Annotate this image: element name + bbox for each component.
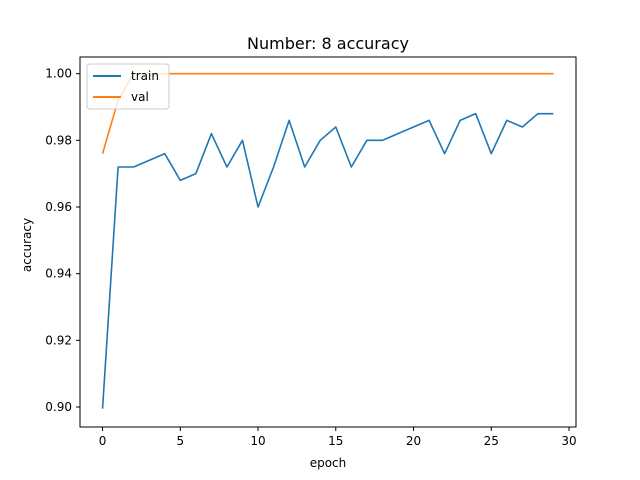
series-line-val [101, 72, 554, 154]
data-point-train-18 [381, 139, 384, 142]
data-point-val-14 [319, 72, 322, 75]
data-point-val-12 [288, 72, 291, 75]
data-point-train-9 [241, 139, 244, 142]
data-point-train-23 [459, 119, 462, 122]
data-point-train-27 [521, 126, 524, 129]
data-point-train-13 [303, 166, 306, 169]
data-point-train-11 [272, 166, 275, 169]
data-point-val-28 [536, 72, 539, 75]
data-point-val-6 [194, 72, 197, 75]
data-point-train-8 [225, 166, 228, 169]
y-axis: 0.90 0.92 0.94 0.96 0.98 1.00 [45, 67, 80, 414]
data-point-val-24 [474, 72, 477, 75]
data-point-train-3 [148, 159, 151, 162]
x-tick-label: 0 [99, 434, 107, 448]
data-point-val-9 [241, 72, 244, 75]
data-point-val-25 [490, 72, 493, 75]
data-point-val-16 [350, 72, 353, 75]
data-point-train-22 [443, 152, 446, 155]
data-point-val-13 [303, 72, 306, 75]
x-axis: 0 5 10 15 20 25 30 [99, 427, 577, 448]
data-point-train-4 [163, 152, 166, 155]
x-tick-label: 5 [176, 434, 184, 448]
y-tick-label: 1.00 [45, 67, 72, 81]
data-point-train-15 [334, 126, 337, 129]
data-point-train-26 [505, 119, 508, 122]
x-tick-label: 20 [406, 434, 421, 448]
data-point-val-22 [443, 72, 446, 75]
y-tick-label: 0.98 [45, 133, 72, 147]
x-tick-label: 30 [561, 434, 576, 448]
data-point-train-21 [428, 119, 431, 122]
data-point-train-2 [132, 166, 135, 169]
x-axis-label: epoch [310, 456, 347, 470]
data-point-train-17 [365, 139, 368, 142]
data-point-val-21 [428, 72, 431, 75]
data-point-val-10 [257, 72, 260, 75]
data-point-train-16 [350, 166, 353, 169]
data-point-train-19 [396, 132, 399, 135]
data-point-val-27 [521, 72, 524, 75]
y-tick-label: 0.96 [45, 200, 72, 214]
data-point-val-26 [505, 72, 508, 75]
chart-title: Number: 8 accuracy [247, 34, 409, 53]
legend: train val [86, 63, 170, 110]
x-tick-label: 25 [484, 434, 499, 448]
data-point-train-20 [412, 126, 415, 129]
data-point-train-25 [490, 152, 493, 155]
data-point-val-8 [225, 72, 228, 75]
y-tick-label: 0.94 [45, 267, 72, 281]
data-point-train-10 [257, 206, 260, 209]
plot-area-frame [79, 56, 577, 428]
data-point-val-19 [396, 72, 399, 75]
data-point-val-5 [179, 72, 182, 75]
data-point-train-1 [117, 166, 120, 169]
data-point-train-14 [319, 139, 322, 142]
x-tick-label: 15 [328, 434, 343, 448]
y-axis-label: accuracy [20, 218, 34, 272]
data-point-val-11 [272, 72, 275, 75]
y-tick-label: 0.90 [45, 400, 72, 414]
data-point-train-24 [474, 112, 477, 115]
data-point-train-6 [194, 172, 197, 175]
data-point-val-15 [334, 72, 337, 75]
data-point-val-29 [552, 72, 555, 75]
data-point-val-18 [381, 72, 384, 75]
data-point-val-0 [101, 152, 104, 155]
data-point-val-23 [459, 72, 462, 75]
data-point-val-20 [412, 72, 415, 75]
series-line-train [101, 112, 554, 409]
x-tick-label: 10 [250, 434, 265, 448]
y-tick-label: 0.92 [45, 333, 72, 347]
data-point-train-7 [210, 132, 213, 135]
data-point-train-5 [179, 179, 182, 182]
series-layer [101, 72, 555, 410]
data-point-train-29 [552, 112, 555, 115]
legend-label-train: train [131, 69, 159, 83]
data-point-train-12 [288, 119, 291, 122]
data-point-val-7 [210, 72, 213, 75]
data-point-train-0 [101, 407, 104, 410]
data-point-val-17 [365, 72, 368, 75]
data-point-train-28 [536, 112, 539, 115]
legend-label-val: val [131, 90, 149, 104]
